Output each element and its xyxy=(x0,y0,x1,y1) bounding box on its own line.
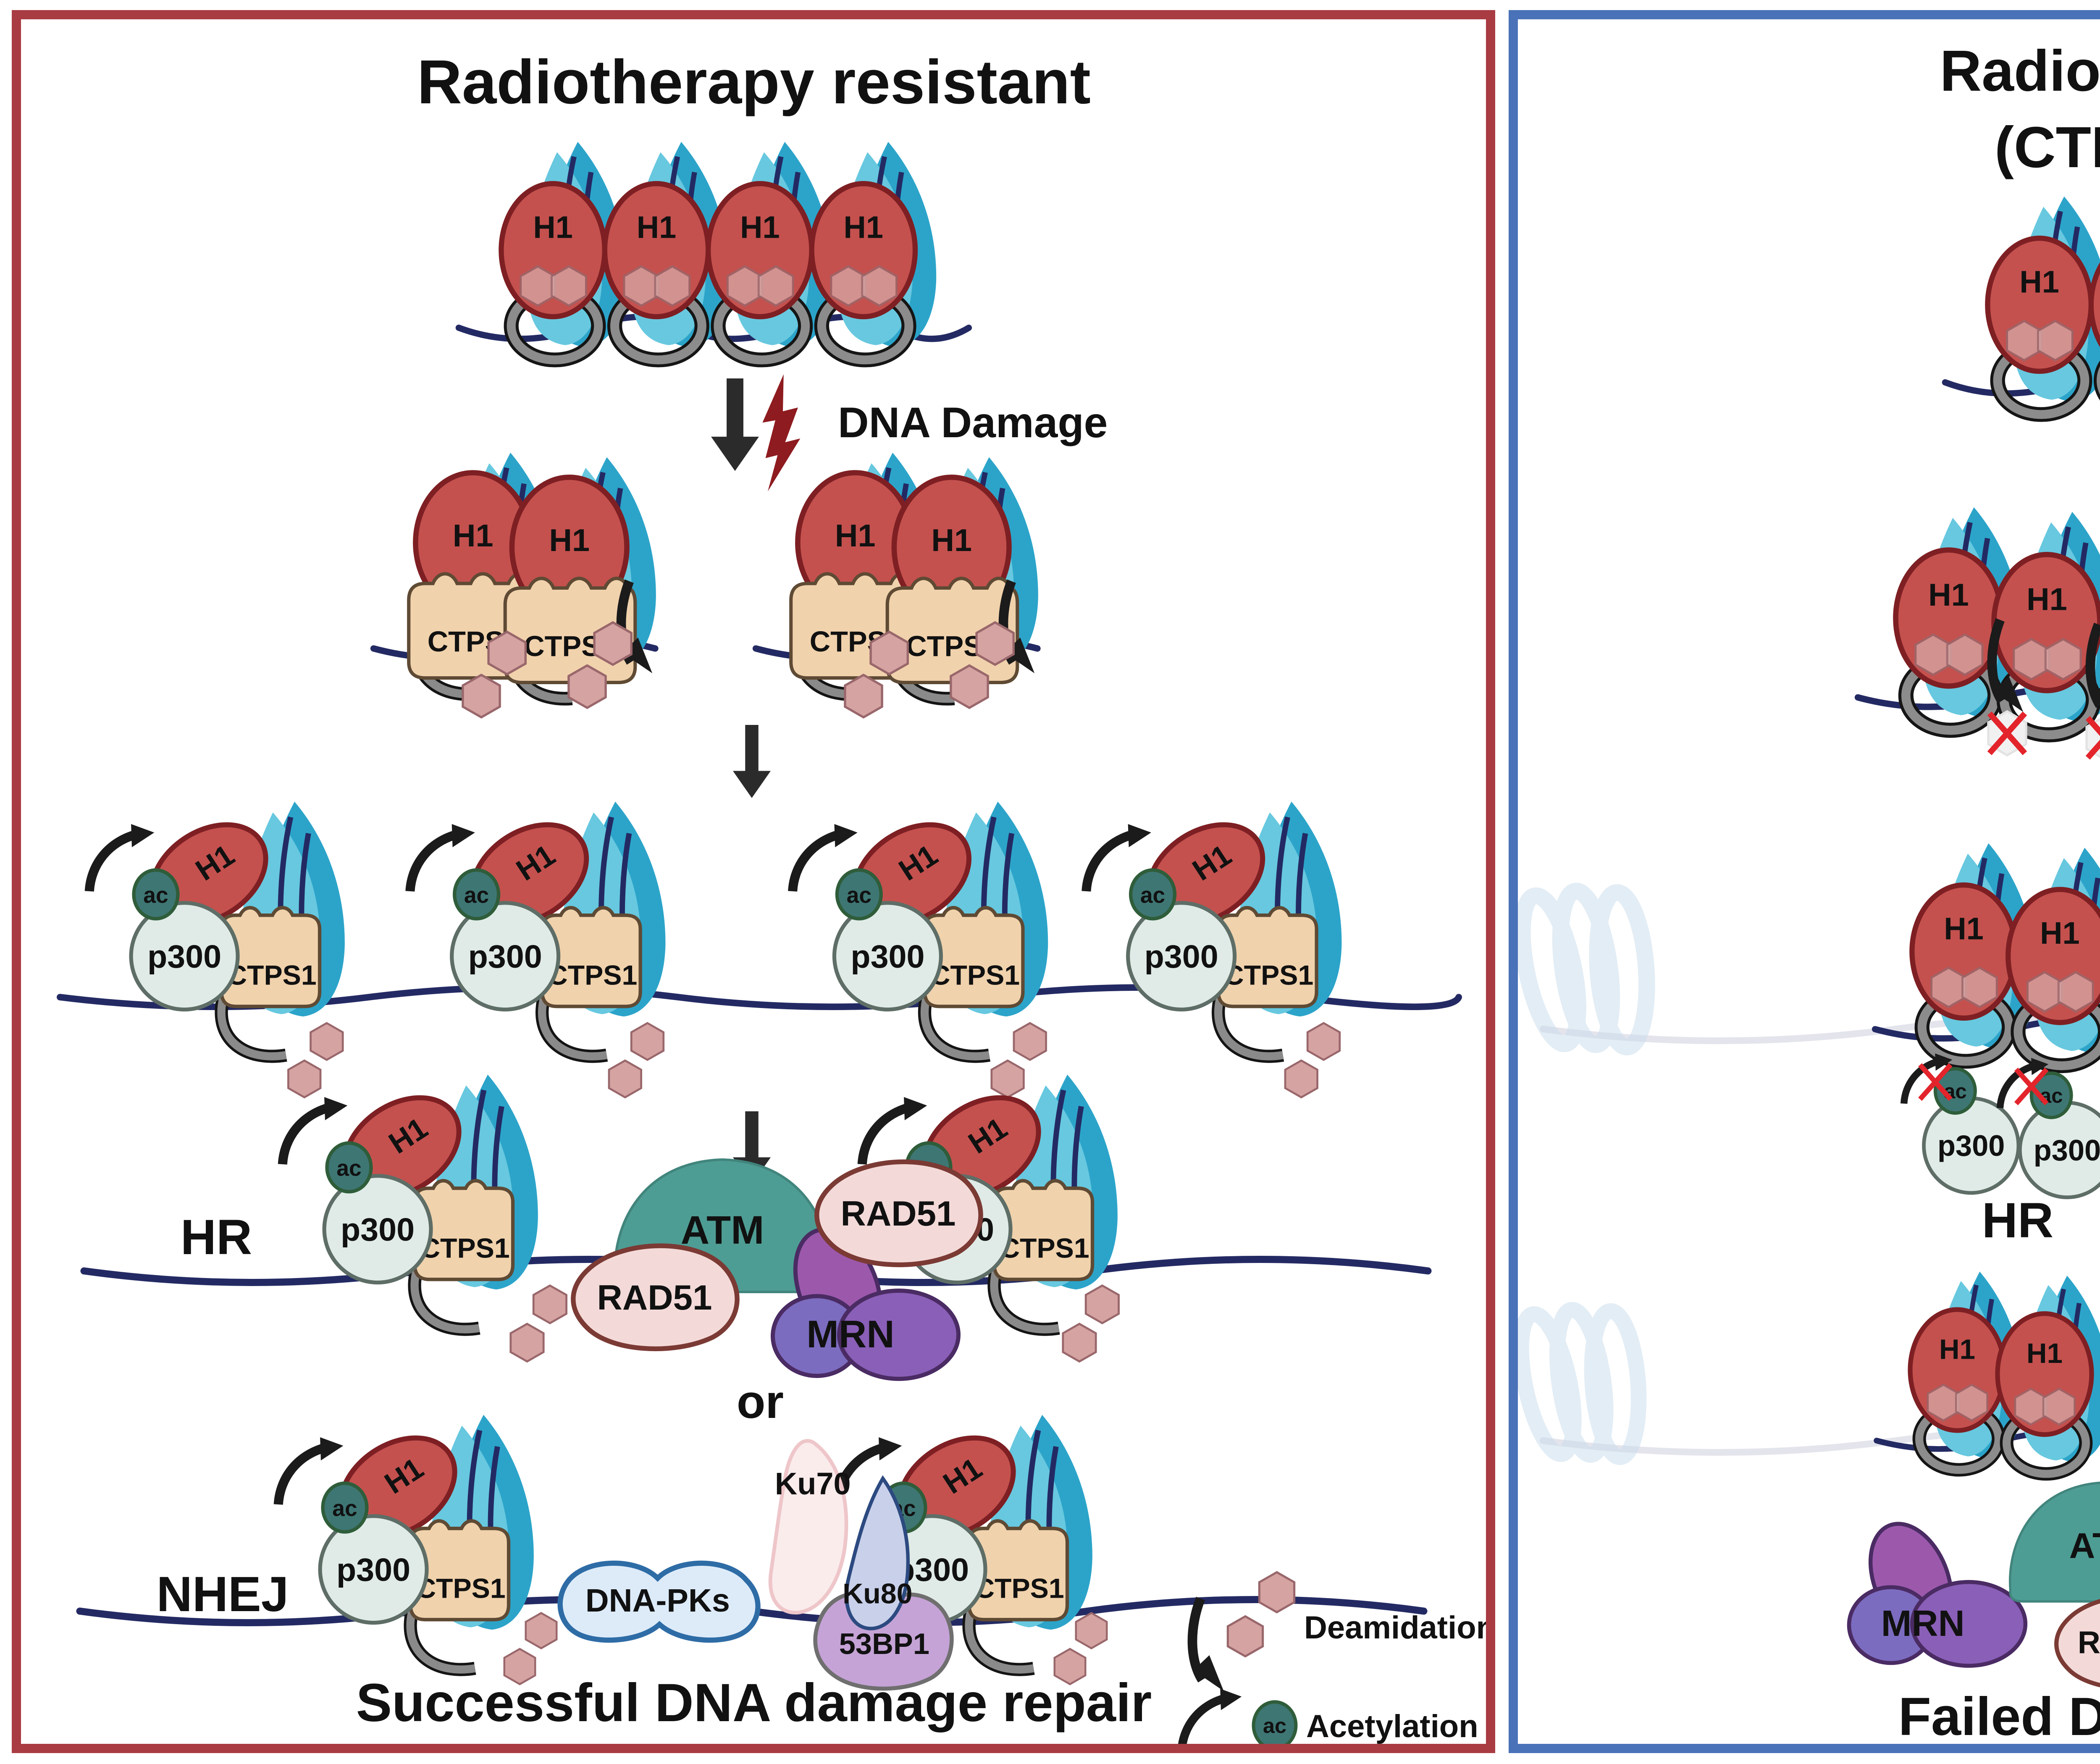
left-dna-damage-label: DNA Damage xyxy=(838,399,1108,446)
left-panel-title: Radiotherapy resistant xyxy=(417,47,1091,117)
or-label: or xyxy=(737,1376,784,1428)
left-row-hr: HR xyxy=(80,1075,1432,1379)
right-row-blocked-acetylation: HR NHEJ xyxy=(1518,843,2100,1248)
hr-label: HR xyxy=(181,1210,252,1265)
left-row-chromatin xyxy=(455,142,972,360)
right-footer: Failed DNA damage repair xyxy=(1898,1687,2100,1744)
right-row-blocked-pair-1 xyxy=(1854,507,2100,760)
left-row-nhej: NHEJ xyxy=(76,1415,1428,1689)
left-diagram: Radiotherapy resistant DNA Damage xyxy=(56,47,1486,1744)
right-diagram: Radiotherapy sensitive (CTPS1 deficiency… xyxy=(1518,39,2100,1744)
left-row-ctps1-pair-1 xyxy=(370,453,656,717)
left-row-p300 xyxy=(56,802,1462,1097)
nhej-label: NHEJ xyxy=(157,1567,289,1622)
right-panel-title-line1: Radiotherapy sensitive xyxy=(1940,39,2100,103)
legend-deamidation-label: Deamidation xyxy=(1304,1610,1486,1646)
left-footer: Successful DNA damage repair xyxy=(356,1673,1152,1733)
left-legend: Deamidation Acetylation xyxy=(1181,1572,1486,1744)
right-row-chromatin xyxy=(1942,197,2100,415)
right-hr-label: HR xyxy=(1982,1193,2053,1248)
panel-radiotherapy-resistant: Radiotherapy resistant DNA Damage xyxy=(12,10,1495,1753)
right-panel-title-line2: (CTPS1 deficiency) xyxy=(1995,115,2100,180)
panel-radiotherapy-sensitive: Radiotherapy sensitive (CTPS1 deficiency… xyxy=(1509,10,2100,1753)
right-row-failed-recruitment xyxy=(1518,1272,2100,1525)
left-row-ctps1-pair-2 xyxy=(752,453,1038,717)
legend-acetylation-label: Acetylation xyxy=(1306,1709,1478,1744)
